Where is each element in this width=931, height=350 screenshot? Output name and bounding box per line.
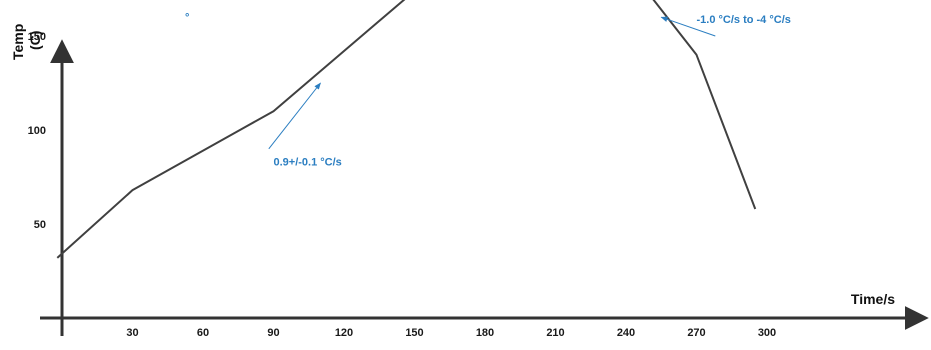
y-tick-label: 100 — [28, 125, 46, 137]
x-tick-label: 120 — [335, 327, 353, 339]
annotation-label: -1.0 °C/s to -4 °C/s — [697, 14, 791, 26]
x-tick-label: 270 — [687, 327, 705, 339]
x-tick-label: 90 — [267, 327, 279, 339]
y-tick-label: 150 — [28, 31, 46, 43]
y-axis-title-line2: (C) — [27, 31, 43, 50]
y-axis-title-line1: Temp — [10, 24, 26, 60]
annotation-layer: 0.9+/-0.1 °C/s1.1-1.3 °C/s237-245 °C50+/… — [268, 14, 791, 169]
x-axis-title: Time/s — [851, 291, 895, 307]
y-tick-label: 50 — [34, 219, 46, 231]
x-tick-label: 240 — [617, 327, 635, 339]
axes: 3060901201501802102402703005010015020025… — [28, 31, 929, 339]
x-tick-label: 300 — [758, 327, 776, 339]
stray-degree-mark: ° — [185, 12, 189, 24]
x-tick-label: 60 — [197, 327, 209, 339]
x-tick-label: 180 — [476, 327, 494, 339]
x-tick-label: 30 — [126, 327, 138, 339]
x-tick-label: 150 — [405, 327, 423, 339]
x-tick-label: 210 — [546, 327, 564, 339]
annotation-arrow — [660, 16, 716, 37]
annotation-label: 0.9+/-0.1 °C/s — [274, 157, 342, 169]
annotation-arrow — [268, 82, 321, 150]
curve-layer — [56, 0, 757, 259]
series-line — [56, 0, 757, 259]
